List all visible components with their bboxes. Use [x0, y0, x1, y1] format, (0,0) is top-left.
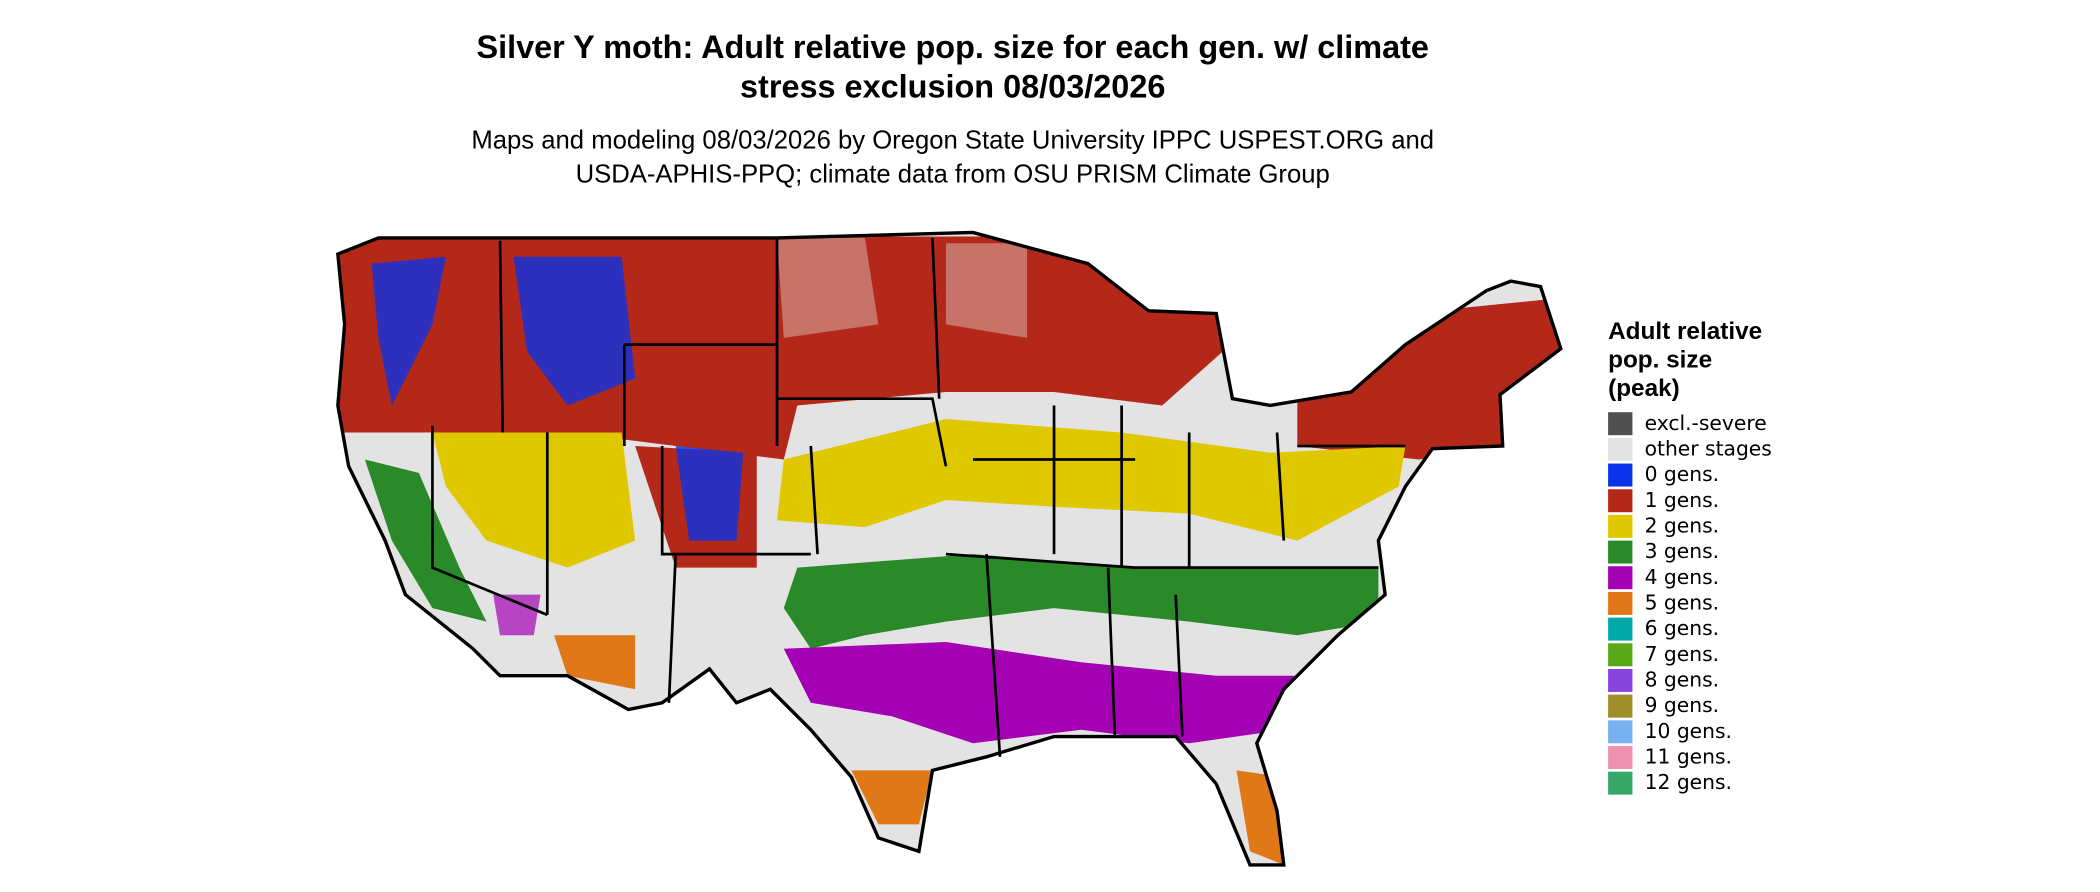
legend-swatch	[1608, 591, 1633, 615]
legend-swatch	[1608, 643, 1633, 667]
region	[364, 459, 487, 622]
legend-label: 1 gens.	[1645, 488, 1720, 512]
state-borders	[431, 237, 1406, 757]
legend-swatch	[1608, 566, 1633, 590]
legend-swatch	[1608, 489, 1633, 513]
legend-title: pop. size	[1608, 347, 1712, 374]
legend-swatch	[1608, 540, 1633, 564]
legend-label: 12 gens.	[1645, 770, 1732, 794]
legend-label: 3 gens.	[1645, 539, 1720, 563]
legend-title: (peak)	[1608, 375, 1680, 402]
legend-swatch	[1608, 771, 1633, 795]
legend-label: 0 gens.	[1645, 462, 1720, 486]
region	[493, 594, 541, 636]
legend-label: 5 gens.	[1645, 591, 1720, 615]
legend-title: Adult relative	[1608, 318, 1762, 345]
legend-label: 10 gens.	[1645, 719, 1732, 743]
region	[1297, 297, 1561, 460]
legend-label: 6 gens.	[1645, 616, 1720, 640]
region	[432, 432, 636, 568]
region	[777, 237, 1028, 338]
region	[777, 418, 1406, 541]
subtitle: Maps and modeling 08/03/2026 by Oregon S…	[471, 127, 1434, 155]
region	[554, 635, 1284, 865]
legend-swatch	[1608, 412, 1633, 436]
subtitle: USDA-APHIS-PPQ; climate data from OSU PR…	[576, 160, 1330, 188]
region	[371, 256, 744, 541]
title: Silver Y moth: Adult relative pop. size …	[476, 29, 1429, 65]
legend-swatch	[1608, 720, 1633, 744]
title: stress exclusion 08/03/2026	[740, 68, 1165, 104]
legend-swatch	[1608, 617, 1633, 641]
region	[783, 641, 1298, 744]
legend-swatch	[1608, 694, 1633, 718]
legend-swatch	[1608, 668, 1633, 692]
legend-swatch	[1608, 437, 1633, 461]
legend-label: 7 gens.	[1645, 642, 1720, 666]
legend-swatch	[1608, 514, 1633, 538]
legend-label: 2 gens.	[1645, 513, 1720, 537]
region	[783, 554, 1379, 649]
legend-swatch	[1608, 746, 1633, 769]
legend-label: 4 gens.	[1645, 565, 1720, 589]
legend-label: other stages	[1645, 436, 1772, 460]
legend-swatch	[1608, 463, 1633, 487]
legend-label: 8 gens.	[1645, 668, 1720, 692]
legend-label: excl.-severe	[1645, 411, 1767, 435]
legend-label: 11 gens.	[1645, 745, 1732, 769]
legend-label: 9 gens.	[1645, 693, 1720, 717]
